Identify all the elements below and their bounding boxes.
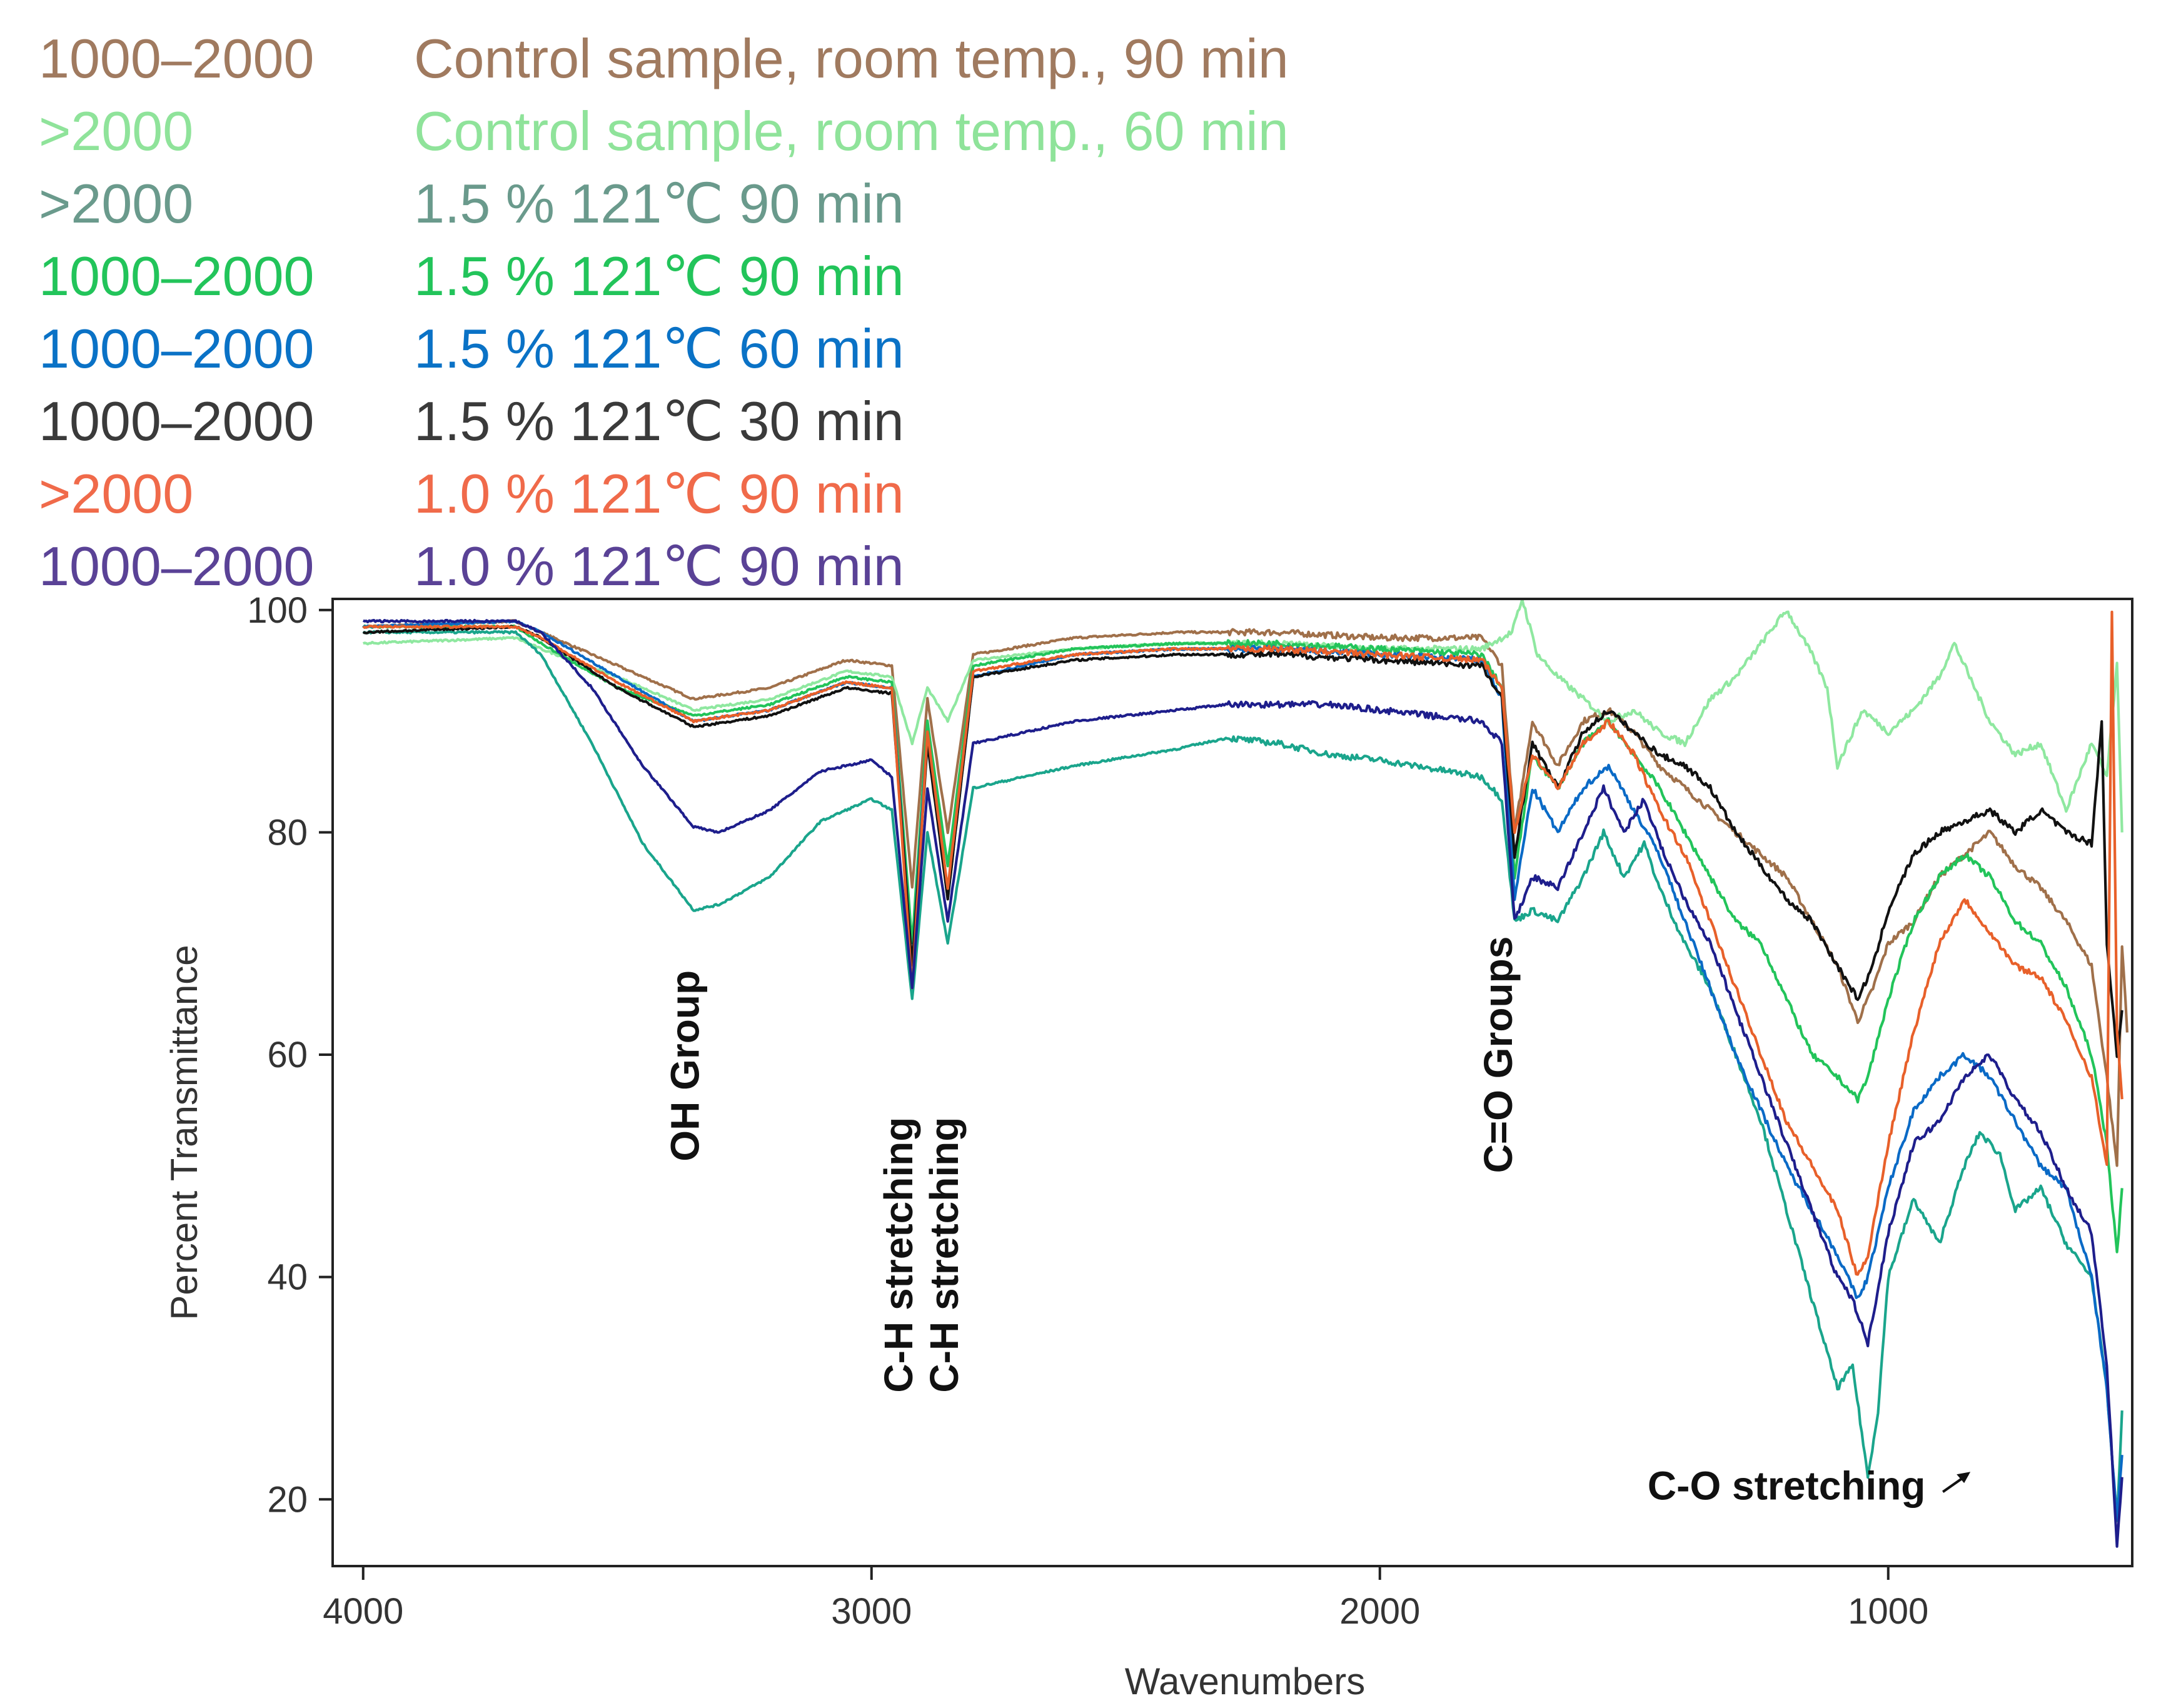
x-tick-label: 3000 — [831, 1591, 912, 1632]
y-tick-label: 60 — [267, 1035, 308, 1075]
legend-condition-label: Control sample, room temp., 90 min — [414, 28, 1289, 89]
x-tick-label: 4000 — [323, 1591, 403, 1632]
arrow-head-icon — [1957, 1472, 1971, 1484]
legend-condition-label: 1.5 % 121℃ 90 min — [414, 245, 904, 307]
annotation-label: C-H stretching — [922, 1117, 967, 1393]
series-line — [363, 618, 2123, 1548]
legend-condition-label: 1.5 % 121℃ 60 min — [414, 318, 904, 379]
annotation-label: C=O Groups — [1476, 937, 1521, 1173]
legend-condition-label: 1.0 % 121℃ 90 min — [414, 463, 904, 525]
series-line — [362, 625, 2123, 1058]
series-line — [362, 630, 2123, 1522]
legend-size-label: >2000 — [39, 173, 194, 234]
y-tick-label: 100 — [247, 590, 308, 631]
x-axis-label: Wavenumbers — [1125, 1660, 1366, 1702]
legend-condition-label: 1.5 % 121℃ 30 min — [414, 390, 904, 452]
y-tick-label: 80 — [267, 812, 308, 853]
x-tick-label: 2000 — [1339, 1591, 1420, 1632]
legend-size-label: >2000 — [39, 463, 194, 525]
series-line — [362, 610, 2123, 1276]
legend-size-label: 1000–2000 — [39, 245, 315, 307]
legend-size-label: 1000–2000 — [39, 318, 315, 379]
x-tick-label: 1000 — [1848, 1591, 1928, 1632]
annotation-label: C-H stretching — [876, 1117, 921, 1393]
series-line — [362, 598, 2123, 833]
legend-size-label: 1000–2000 — [39, 535, 315, 597]
y-axis-label: Percent Transmittance — [163, 945, 205, 1320]
legend-size-label: >2000 — [39, 100, 194, 162]
plot-frame — [331, 598, 2133, 1567]
legend-condition-label: 1.5 % 121℃ 90 min — [414, 173, 904, 234]
y-tick-label: 40 — [267, 1257, 308, 1298]
legend-size-label: 1000–2000 — [39, 390, 315, 452]
annotations-layer: OH Group C-H stretching C-H stretching C=O … — [662, 937, 1971, 1508]
axes-layer: 4000 3000 2000 1000 20 40 60 80 100 Wavenumbers Pe… — [163, 590, 2133, 1702]
series-layer — [362, 598, 2128, 1548]
legend-condition-label: 1.0 % 121℃ 90 min — [414, 535, 904, 597]
annotation-label: C-O stretching — [1648, 1463, 1925, 1508]
series-line — [362, 619, 2123, 1521]
legend-size-label: 1000–2000 — [39, 28, 315, 89]
legend-condition-label: Control sample, room temp., 60 min — [414, 100, 1289, 162]
annotation-label: OH Group — [662, 970, 707, 1162]
y-tick-label: 20 — [267, 1479, 308, 1520]
